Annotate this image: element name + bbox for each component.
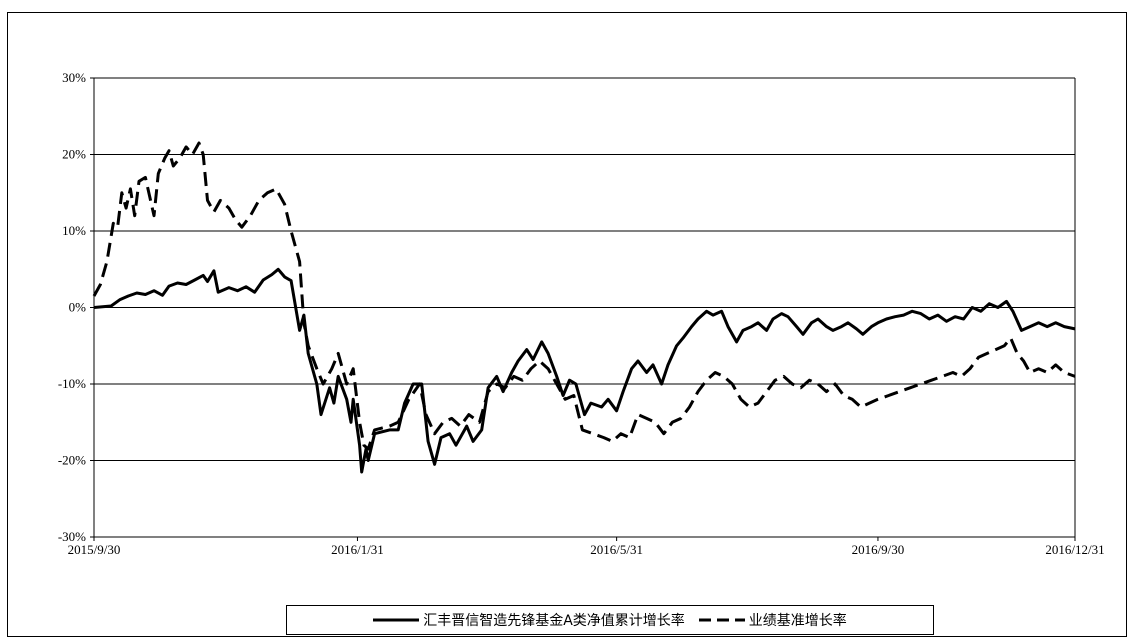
legend: 汇丰晋信智造先锋基金A类净值累计增长率 业绩基准增长率: [286, 605, 934, 635]
series-line-benchmark: [92, 141, 1076, 451]
x-tick-label: 2016/9/30: [852, 542, 905, 557]
legend-label-fund: 汇丰晋信智造先锋基金A类净值累计增长率: [423, 613, 685, 629]
y-tick-label: 20%: [62, 147, 86, 162]
y-tick-label: 30%: [62, 70, 86, 85]
y-tick-label: -30%: [58, 529, 86, 544]
x-tick-label: 2016/1/31: [331, 542, 384, 557]
line-chart: 30% 20% 10% 0% -10% -20% -30% 2015/9/30 2016/1/…: [58, 70, 1105, 557]
x-axis-tick-labels: 2015/9/30 2016/1/31 2016/5/31 2016/9/30 2016…: [68, 542, 1105, 557]
dashed-line-swatch-icon: [698, 618, 745, 622]
y-tick-label: 10%: [62, 223, 86, 238]
series-line-fund: [93, 267, 1076, 474]
legend-item-fund: 汇丰晋信智造先锋基金A类净值累计增长率: [373, 610, 685, 630]
x-tick-label: 2015/9/30: [68, 542, 121, 557]
gridlines: [94, 77, 1075, 538]
solid-line-swatch-icon: [373, 618, 420, 622]
x-tick-label: 2016/5/31: [590, 542, 643, 557]
x-tick-label: 2016/12/31: [1045, 542, 1104, 557]
legend-label-benchmark: 业绩基准增长率: [748, 613, 847, 629]
axes: [90, 77, 1076, 541]
chart-frame: 30% 20% 10% 0% -10% -20% -30% 2015/9/30 2016/1/…: [7, 12, 1127, 637]
series-lines: [92, 141, 1076, 474]
y-tick-label: -10%: [58, 376, 86, 391]
y-tick-label: 0%: [69, 300, 87, 315]
y-tick-label: -20%: [58, 453, 86, 468]
y-axis-tick-labels: 30% 20% 10% 0% -10% -20% -30%: [58, 70, 86, 544]
legend-item-benchmark: 业绩基准增长率: [698, 610, 847, 630]
